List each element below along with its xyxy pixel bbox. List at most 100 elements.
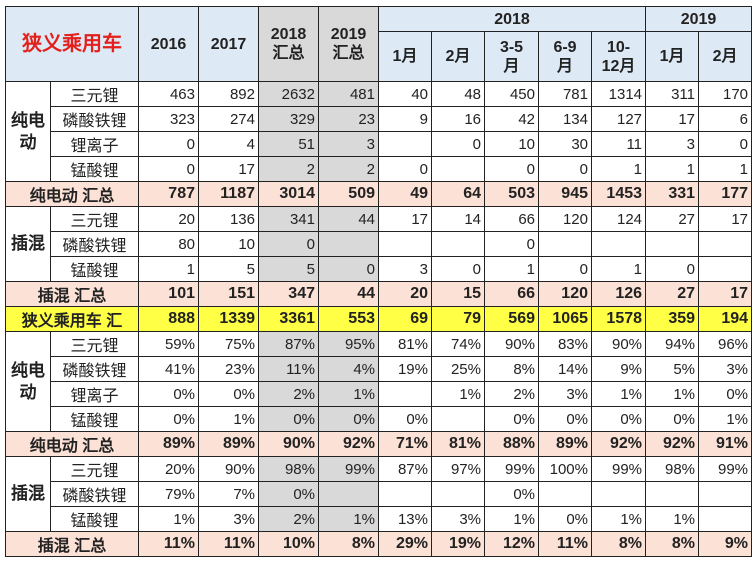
value-cell: 450 <box>484 81 539 107</box>
value-cell: 59% <box>138 331 199 357</box>
row-label: 狭义乘用车 汇 <box>5 306 139 332</box>
value-cell: 331 <box>645 181 700 207</box>
value-cell: 25% <box>431 356 485 382</box>
value-cell: 17 <box>378 206 432 232</box>
value-cell <box>431 231 485 257</box>
value-cell: 44 <box>318 281 379 307</box>
value-cell: 17 <box>198 156 259 182</box>
value-cell: 1 <box>698 156 753 182</box>
value-cell: 98% <box>258 456 319 482</box>
value-cell: 892 <box>198 81 259 107</box>
value-cell: 274 <box>198 106 259 132</box>
value-cell: 9 <box>378 106 432 132</box>
subtotal-row: 纯电动 汇总 787 1187 3014 509 49 64 503 945 1453 331 177 <box>5 181 753 207</box>
row-label: 纯电动 汇总 <box>5 181 139 207</box>
value-cell: 0 <box>138 131 199 157</box>
col-header-2018-month: 10- 12月 <box>590 31 647 82</box>
value-cell: 2 <box>258 156 319 182</box>
value-cell: 0% <box>484 481 539 507</box>
value-cell <box>698 231 753 257</box>
value-cell: 80 <box>138 231 199 257</box>
value-cell: 99% <box>484 456 539 482</box>
value-cell: 20% <box>138 456 199 482</box>
col-header-2019-total: 2019 汇总 <box>318 6 379 82</box>
value-cell: 945 <box>538 181 592 207</box>
col-header-2018-group: 2018 <box>377 6 647 32</box>
value-cell: 94% <box>645 331 700 357</box>
value-cell: 10% <box>258 531 319 557</box>
value-cell: 0 <box>484 231 539 257</box>
value-cell: 90% <box>590 331 647 357</box>
battery-type-table: 狭义乘用车 2016 2017 2018 汇总 2019 汇总 2018 201… <box>5 6 753 557</box>
value-cell: 90% <box>198 456 259 482</box>
value-cell: 311 <box>645 81 700 107</box>
table-row: 锰酸锂 0 17 2 2 0 0 0 1 1 1 <box>6 156 753 182</box>
value-cell: 8% <box>590 531 647 557</box>
value-cell <box>431 481 485 507</box>
value-cell: 30 <box>538 131 592 157</box>
value-cell: 0% <box>258 481 319 507</box>
value-cell: 87% <box>378 456 432 482</box>
value-cell: 329 <box>258 106 319 132</box>
value-cell: 8% <box>318 531 379 557</box>
value-cell: 66 <box>484 281 539 307</box>
value-cell: 0 <box>378 156 432 182</box>
value-cell: 341 <box>258 206 319 232</box>
value-cell: 0% <box>590 406 647 432</box>
value-cell: 90% <box>484 331 539 357</box>
value-cell: 1% <box>698 406 753 432</box>
subtotal-row: 插混 汇总 11% 11% 10% 8% 29% 19% 12% 11% 8% 8% 9% <box>5 531 753 557</box>
value-cell: 11 <box>590 131 647 157</box>
value-cell: 27 <box>645 281 700 307</box>
col-header-2019-group: 2019 <box>645 6 753 32</box>
value-cell: 89% <box>138 431 199 457</box>
value-cell: 3% <box>538 381 592 407</box>
value-cell: 79% <box>138 481 199 507</box>
value-cell: 17 <box>698 206 753 232</box>
value-cell: 888 <box>138 306 199 332</box>
value-cell: 5 <box>258 256 319 282</box>
value-cell: 569 <box>484 306 539 332</box>
value-cell: 69 <box>378 306 432 332</box>
table-row: 纯电动 三元锂 59% 75% 87% 95% 81% 74% 90% 83% 90% 94% 96% <box>5 331 753 432</box>
value-cell: 9% <box>698 531 753 557</box>
value-cell <box>318 481 379 507</box>
value-cell: 0 <box>645 256 700 282</box>
table-row: 锰酸锂 0% 1% 0% 0% 0% 0% 0% 0% 0% 1% <box>6 406 753 432</box>
value-cell: 20 <box>378 281 432 307</box>
value-cell: 1 <box>590 256 647 282</box>
value-cell: 99% <box>318 456 379 482</box>
value-cell: 44 <box>318 206 379 232</box>
value-cell: 1% <box>484 506 539 532</box>
value-cell: 91% <box>698 431 753 457</box>
value-cell: 99% <box>590 456 647 482</box>
value-cell: 1314 <box>590 81 647 107</box>
value-cell: 0% <box>258 406 319 432</box>
value-cell: 66 <box>484 206 539 232</box>
value-cell: 13% <box>378 506 432 532</box>
battery-type-label: 磷酸铁锂 <box>50 231 139 257</box>
value-cell: 0% <box>378 406 432 432</box>
value-cell: 481 <box>318 81 379 107</box>
value-cell: 1% <box>198 406 259 432</box>
value-cell: 101 <box>138 281 199 307</box>
value-cell: 1% <box>590 381 647 407</box>
value-cell: 781 <box>538 81 592 107</box>
value-cell: 100% <box>538 456 592 482</box>
row-label: 插混 汇总 <box>5 281 139 307</box>
table-row: 锂离子 0% 0% 2% 1% 1% 2% 3% 1% 1% 0% <box>6 381 753 407</box>
subtotal-row: 纯电动 汇总 89% 89% 90% 92% 71% 81% 88% 89% 92% 92% 91% <box>5 431 753 457</box>
value-cell: 3 <box>318 131 379 157</box>
col-header-2019-month: 1月 <box>645 31 700 82</box>
value-cell: 92% <box>318 431 379 457</box>
value-cell: 120 <box>538 206 592 232</box>
value-cell: 127 <box>590 106 647 132</box>
table-row: 纯电动 三元锂 463 892 2632 481 40 48 450 781 1314 311 170 <box>5 81 753 182</box>
group-label: 纯电动 <box>5 331 51 432</box>
value-cell: 0% <box>645 406 700 432</box>
col-header-2019-month: 2月 <box>698 31 753 82</box>
col-header-2018-month: 6-9 月 <box>538 31 592 82</box>
value-cell: 16 <box>431 106 485 132</box>
value-cell: 15 <box>431 281 485 307</box>
value-cell: 20 <box>138 206 199 232</box>
